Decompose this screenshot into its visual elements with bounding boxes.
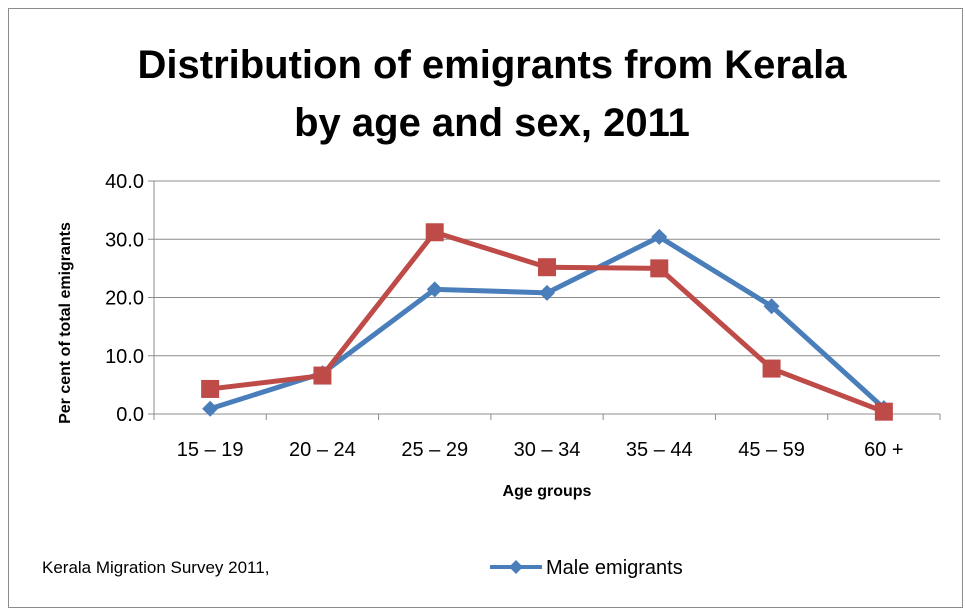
legend-marker-male	[509, 560, 523, 574]
source-note: Kerala Migration Survey 2011,	[42, 558, 269, 577]
data-point-square	[762, 359, 781, 378]
chart-frame	[8, 8, 963, 608]
x-tick-label: 15 – 19	[177, 439, 244, 461]
data-point-square	[313, 366, 332, 385]
x-tick-label: 30 – 34	[514, 439, 581, 461]
chart-title-line-2: by age and sex, 2011	[294, 101, 690, 145]
y-tick-label: 10.0	[105, 346, 144, 368]
y-axis-ticks: 0.0 10.0 20.0 30.0 40.0	[105, 171, 144, 426]
x-axis-ticks: 15 – 19 20 – 24 25 – 29 30 – 34 35 – 44 45 – …	[177, 439, 904, 461]
data-point-diamond	[202, 400, 219, 417]
y-tick-label: 20.0	[105, 288, 144, 310]
legend: Male emigrants	[490, 557, 683, 579]
data-point-square	[425, 223, 444, 242]
data-point-square	[650, 259, 669, 278]
data-point-square	[538, 258, 556, 277]
data-point-square	[201, 379, 220, 398]
x-tick-label: 25 – 29	[401, 439, 468, 461]
data-point-square	[874, 402, 893, 421]
x-tick-label: 45 – 59	[738, 439, 805, 461]
x-tick-label: 60 +	[864, 439, 903, 461]
chart-title-line-1: Distribution of emigrants from Kerala	[138, 43, 848, 87]
x-tick-label: 35 – 44	[626, 439, 693, 461]
y-tick-label: 30.0	[105, 229, 144, 251]
data-point-diamond	[651, 228, 668, 245]
series-1	[201, 223, 893, 421]
series-0	[202, 228, 892, 417]
y-tick-label: 40.0	[105, 171, 144, 193]
legend-label-male: Male emigrants	[546, 557, 683, 579]
y-tick-label: 0.0	[116, 404, 144, 426]
y-axis-title: Per cent of total emigrants	[57, 222, 74, 424]
series-layer	[201, 223, 893, 421]
x-axis-title: Age groups	[503, 483, 592, 500]
x-tick-label: 20 – 24	[289, 439, 356, 461]
data-point-diamond	[539, 284, 555, 301]
data-point-diamond	[763, 298, 780, 315]
data-point-diamond	[426, 281, 443, 298]
chart: Distribution of emigrants from Kerala by…	[42, 43, 941, 579]
